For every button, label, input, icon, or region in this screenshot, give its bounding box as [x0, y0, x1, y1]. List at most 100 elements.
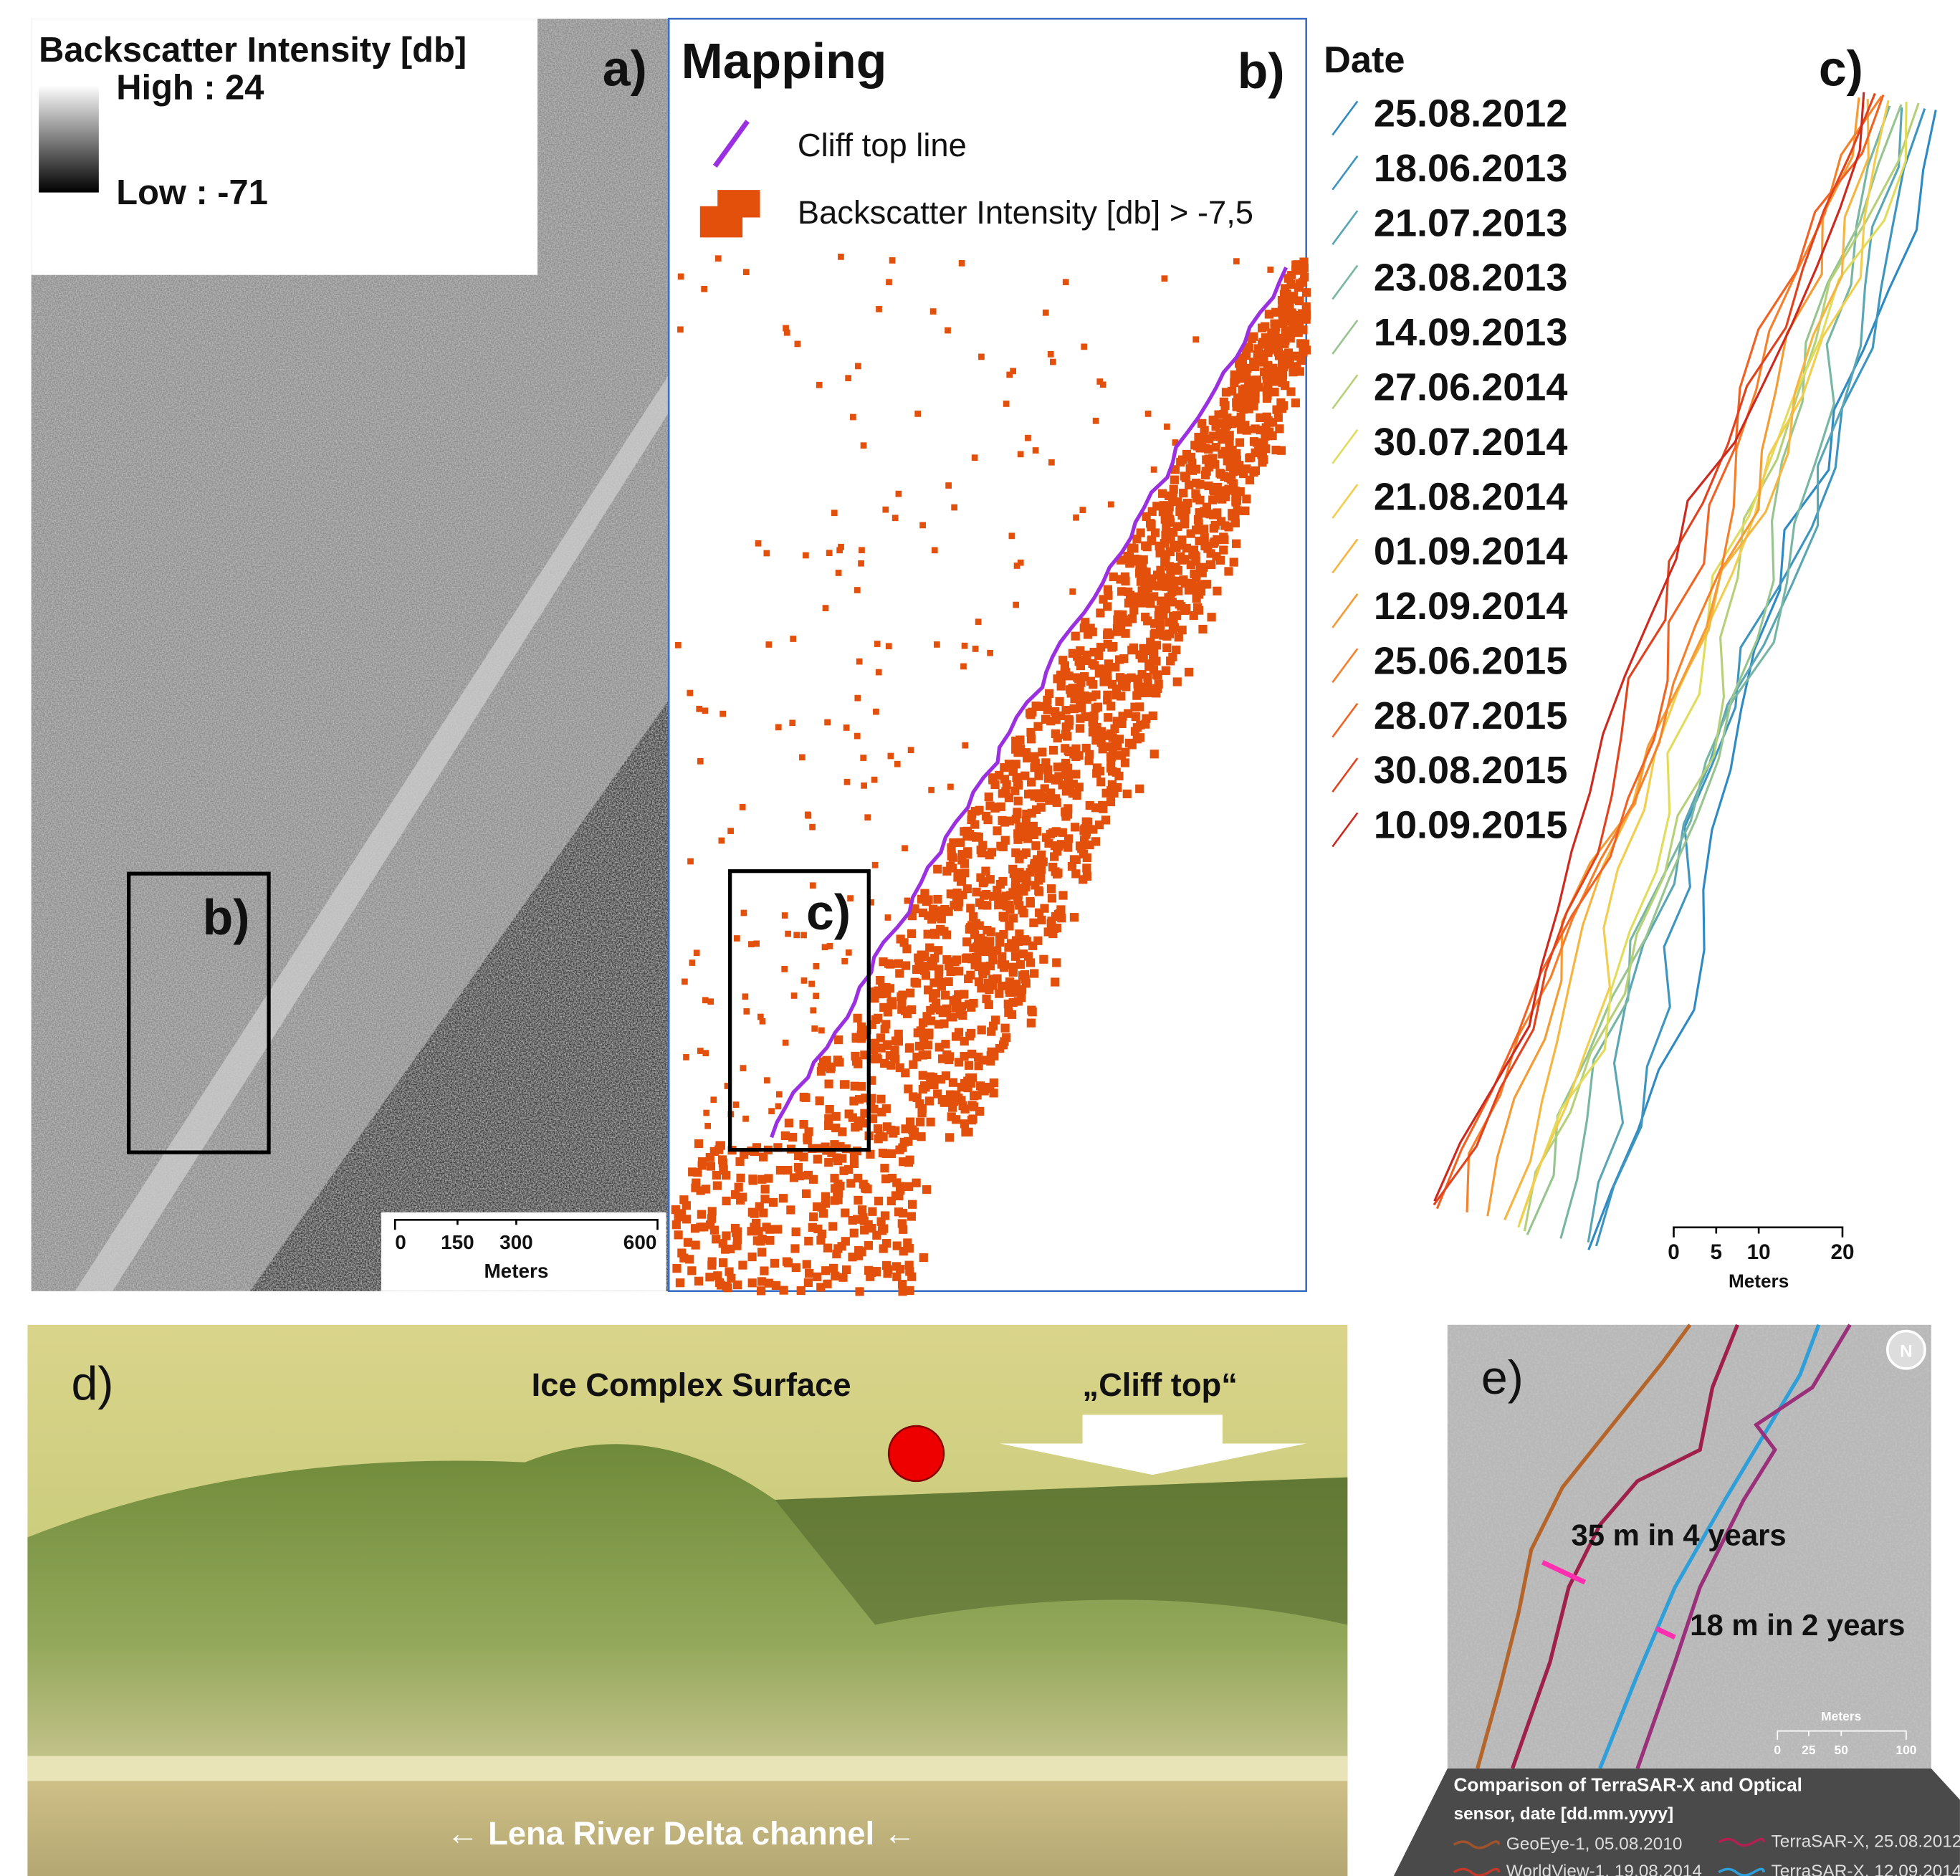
legend-text: Backscatter Intensity [db] > -7,5	[798, 194, 1253, 231]
pixel	[975, 899, 984, 907]
pixel	[975, 806, 983, 815]
scale-tick: 0	[1774, 1743, 1781, 1757]
pixel	[1125, 552, 1134, 561]
pixel	[1076, 714, 1084, 723]
pixel	[697, 1048, 704, 1054]
pixel	[704, 1123, 711, 1129]
pixel	[924, 1040, 932, 1049]
pixel	[945, 977, 953, 986]
pixel	[1099, 677, 1108, 686]
pixel	[1172, 577, 1181, 585]
pixel	[983, 815, 992, 824]
pixel	[1069, 750, 1078, 758]
pixel	[919, 909, 927, 917]
pixel	[972, 888, 980, 896]
legend-text: TerraSAR-X, 12.09.2014	[1772, 1862, 1960, 1876]
pixel	[881, 1020, 890, 1028]
pixel	[1053, 798, 1061, 807]
pixel	[1089, 680, 1097, 689]
pixel	[765, 641, 772, 648]
pixel	[747, 1253, 756, 1261]
pixel	[779, 1286, 788, 1294]
pixel	[1228, 459, 1236, 467]
pixel	[1148, 507, 1157, 516]
pixel	[1208, 496, 1217, 504]
pixel	[752, 1219, 760, 1227]
pixel	[871, 1015, 880, 1024]
pixel	[998, 789, 1007, 798]
pixel	[850, 414, 856, 421]
pixel	[677, 326, 684, 332]
pixel	[1045, 689, 1053, 698]
date-label: 28.07.2015	[1374, 694, 1567, 737]
pixel	[742, 1116, 749, 1122]
pixel	[671, 1205, 680, 1214]
pixel	[1061, 706, 1070, 714]
pixel	[803, 1136, 812, 1144]
pixel	[990, 1078, 998, 1087]
pixel	[1117, 719, 1126, 728]
pixel	[838, 1273, 847, 1282]
pixel	[904, 898, 911, 904]
pixel	[824, 719, 831, 726]
pixel	[1279, 320, 1288, 328]
pixel	[707, 1162, 715, 1170]
pixel	[924, 985, 932, 994]
pixel	[1126, 591, 1134, 600]
pixel	[848, 1114, 857, 1122]
pixel	[775, 724, 782, 730]
pixel	[1275, 424, 1283, 433]
pixel	[692, 1240, 700, 1249]
pixel	[1276, 372, 1285, 381]
scale-tick: 0	[395, 1231, 406, 1253]
pixel	[1185, 668, 1193, 676]
scale-tick: 10	[1747, 1240, 1771, 1264]
pixel	[1077, 843, 1086, 851]
shoreline	[1527, 105, 1901, 1235]
pixel	[1009, 532, 1015, 539]
pixel	[977, 1025, 986, 1034]
label: Comparison of TerraSAR-X and Optical	[1454, 1774, 1802, 1795]
pixel	[1182, 474, 1190, 482]
pixel	[838, 544, 844, 550]
pixel	[1108, 785, 1117, 794]
pixel	[1214, 411, 1223, 419]
legend-text: WorldView-1, 19.08.2014	[1506, 1862, 1702, 1876]
pixel	[682, 979, 688, 985]
pixel	[929, 1081, 938, 1089]
pixel	[1156, 542, 1165, 550]
pixel	[824, 1158, 833, 1167]
pixel	[1246, 476, 1254, 484]
pixel	[1284, 348, 1293, 357]
pixel	[1108, 502, 1114, 508]
date-label: 27.06.2014	[1374, 365, 1567, 408]
pixel	[1141, 683, 1149, 691]
pixel	[1212, 443, 1220, 451]
pixel	[791, 992, 798, 999]
pixel	[994, 901, 1003, 909]
pixel	[856, 659, 863, 665]
pixel	[932, 999, 940, 1008]
pixel	[1206, 549, 1215, 557]
pixel	[757, 1014, 764, 1020]
pixel	[697, 1210, 706, 1219]
pixel	[764, 1077, 770, 1083]
pixel	[932, 547, 938, 553]
pixel	[864, 814, 871, 820]
pixel	[1266, 339, 1275, 348]
label: High : 24	[116, 68, 264, 107]
pixel	[738, 1260, 747, 1269]
label: Ice Complex Surface	[532, 1367, 851, 1403]
pixel	[736, 1174, 745, 1182]
pixel	[683, 1054, 689, 1061]
pixel	[841, 958, 848, 965]
pixel	[1228, 512, 1236, 520]
pixel	[1295, 323, 1304, 332]
pixel	[1271, 331, 1279, 340]
legend-swatch	[1332, 211, 1357, 244]
pixel	[904, 1137, 912, 1146]
pixel	[702, 997, 709, 1003]
pixel	[837, 1242, 846, 1250]
pixel	[818, 1028, 825, 1034]
pixel	[842, 1265, 851, 1274]
